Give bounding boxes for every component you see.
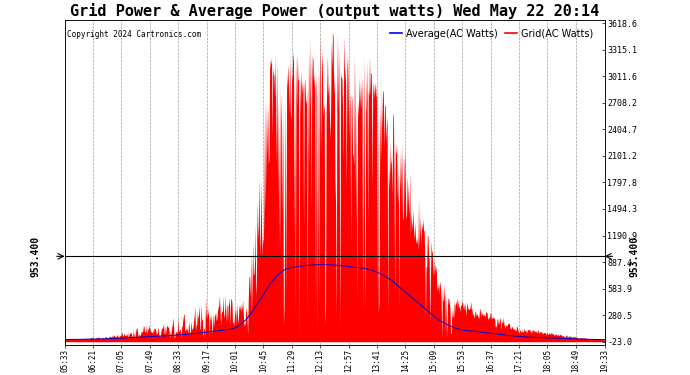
Legend: Average(AC Watts), Grid(AC Watts): Average(AC Watts), Grid(AC Watts) [386, 25, 597, 43]
Text: Copyright 2024 Cartronics.com: Copyright 2024 Cartronics.com [68, 30, 201, 39]
Text: 953.400: 953.400 [629, 236, 639, 277]
Text: 953.400: 953.400 [30, 236, 40, 277]
Title: Grid Power & Average Power (output watts) Wed May 22 20:14: Grid Power & Average Power (output watts… [70, 3, 600, 19]
